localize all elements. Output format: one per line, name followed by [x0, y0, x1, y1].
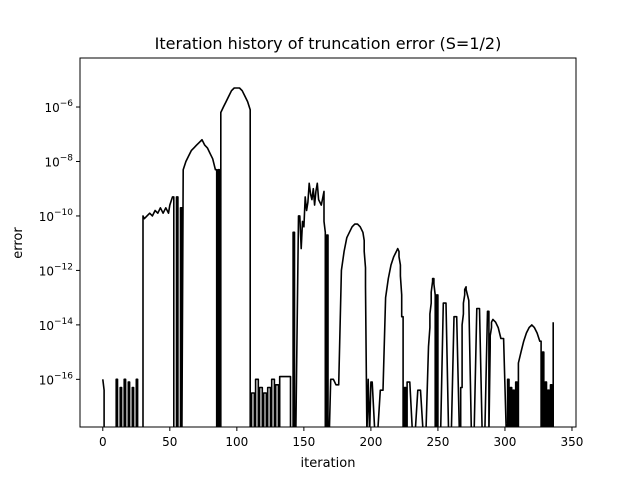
y-tick-label-base: 10 — [39, 210, 54, 224]
axes-frame — [79, 57, 577, 428]
y-tick-label-base: 10 — [39, 264, 54, 278]
y-tick-label: 10−12 — [39, 262, 73, 278]
x-tick-label: 50 — [162, 435, 177, 449]
x-tick-label: 0 — [99, 435, 107, 449]
y-tick-label-exponent: −6 — [60, 99, 74, 109]
y-axis-label: error — [11, 227, 26, 259]
x-tick-label: 100 — [225, 435, 248, 449]
y-tick-label-exponent: −14 — [54, 317, 73, 327]
x-tick-label: 350 — [561, 435, 584, 449]
x-axis: 0 50 100 150 200 250 300 350 — [99, 427, 583, 449]
plot-area — [79, 57, 577, 428]
y-tick-label-exponent: −10 — [54, 208, 73, 218]
y-tick-label-base: 10 — [39, 319, 54, 333]
series-group — [102, 87, 555, 427]
y-tick-label: 10−8 — [44, 153, 73, 169]
y-tick-label-exponent: −8 — [60, 153, 74, 163]
y-tick-label: 10−6 — [44, 99, 73, 115]
y-tick-label: 10−16 — [39, 371, 74, 387]
y-tick-label-exponent: −12 — [54, 262, 73, 272]
x-tick-label: 250 — [426, 435, 449, 449]
x-tick-label: 200 — [359, 435, 382, 449]
y-tick-label-base: 10 — [44, 155, 59, 169]
series-line-0 — [102, 87, 555, 427]
y-tick-label-exponent: −16 — [54, 371, 73, 381]
chart-title: Iteration history of truncation error (S… — [155, 34, 502, 53]
y-tick-label-base: 10 — [39, 373, 54, 387]
y-tick-label-base: 10 — [44, 101, 59, 115]
x-axis-label: iteration — [301, 456, 356, 471]
x-tick-label: 300 — [493, 435, 516, 449]
y-tick-label: 10−14 — [39, 317, 74, 333]
y-tick-label: 10−10 — [39, 208, 74, 224]
x-tick-label: 150 — [292, 435, 315, 449]
